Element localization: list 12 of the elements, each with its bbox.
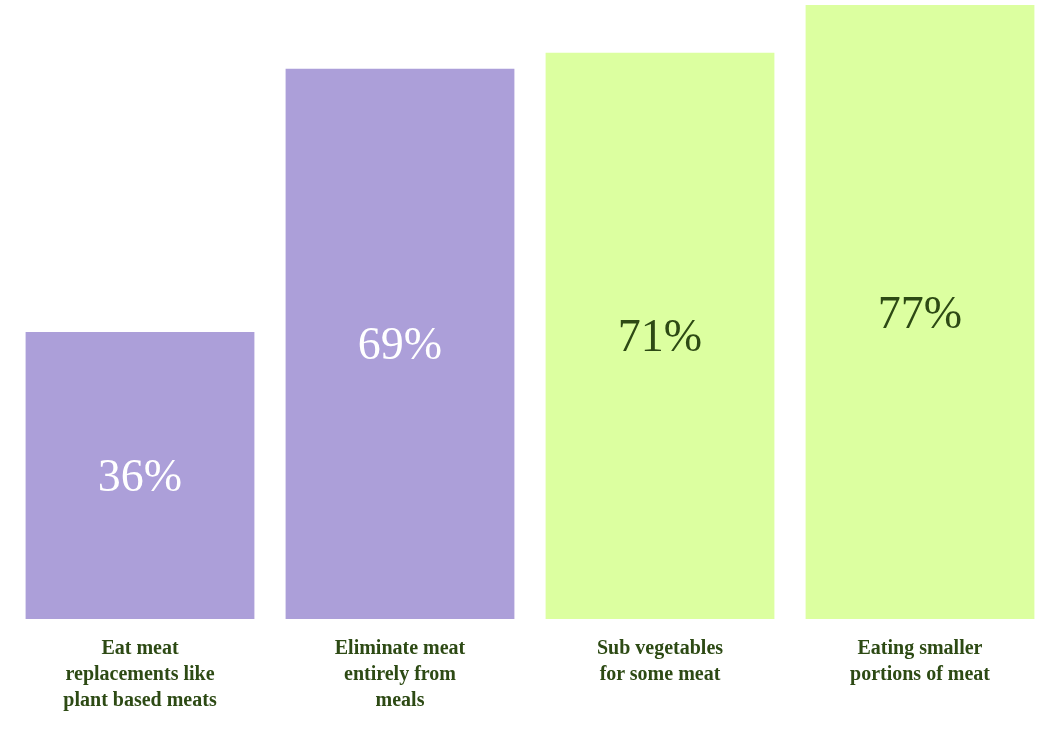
data-label: 36% xyxy=(97,449,183,501)
data-label: 77% xyxy=(877,286,963,338)
x-tick-label: Eliminate meat entirely from meals xyxy=(334,636,466,710)
bar xyxy=(805,5,1035,619)
bar xyxy=(545,52,775,619)
data-label: 71% xyxy=(617,310,703,362)
x-tick-label: Sub vegetables for some meat xyxy=(596,636,724,684)
x-tick-label: Eat meat replacements like plant based meats xyxy=(63,636,217,711)
data-label: 69% xyxy=(357,318,443,370)
bar xyxy=(25,331,255,619)
x-tick-label: Eating smaller portions of meat xyxy=(850,636,991,685)
bar xyxy=(285,68,515,619)
